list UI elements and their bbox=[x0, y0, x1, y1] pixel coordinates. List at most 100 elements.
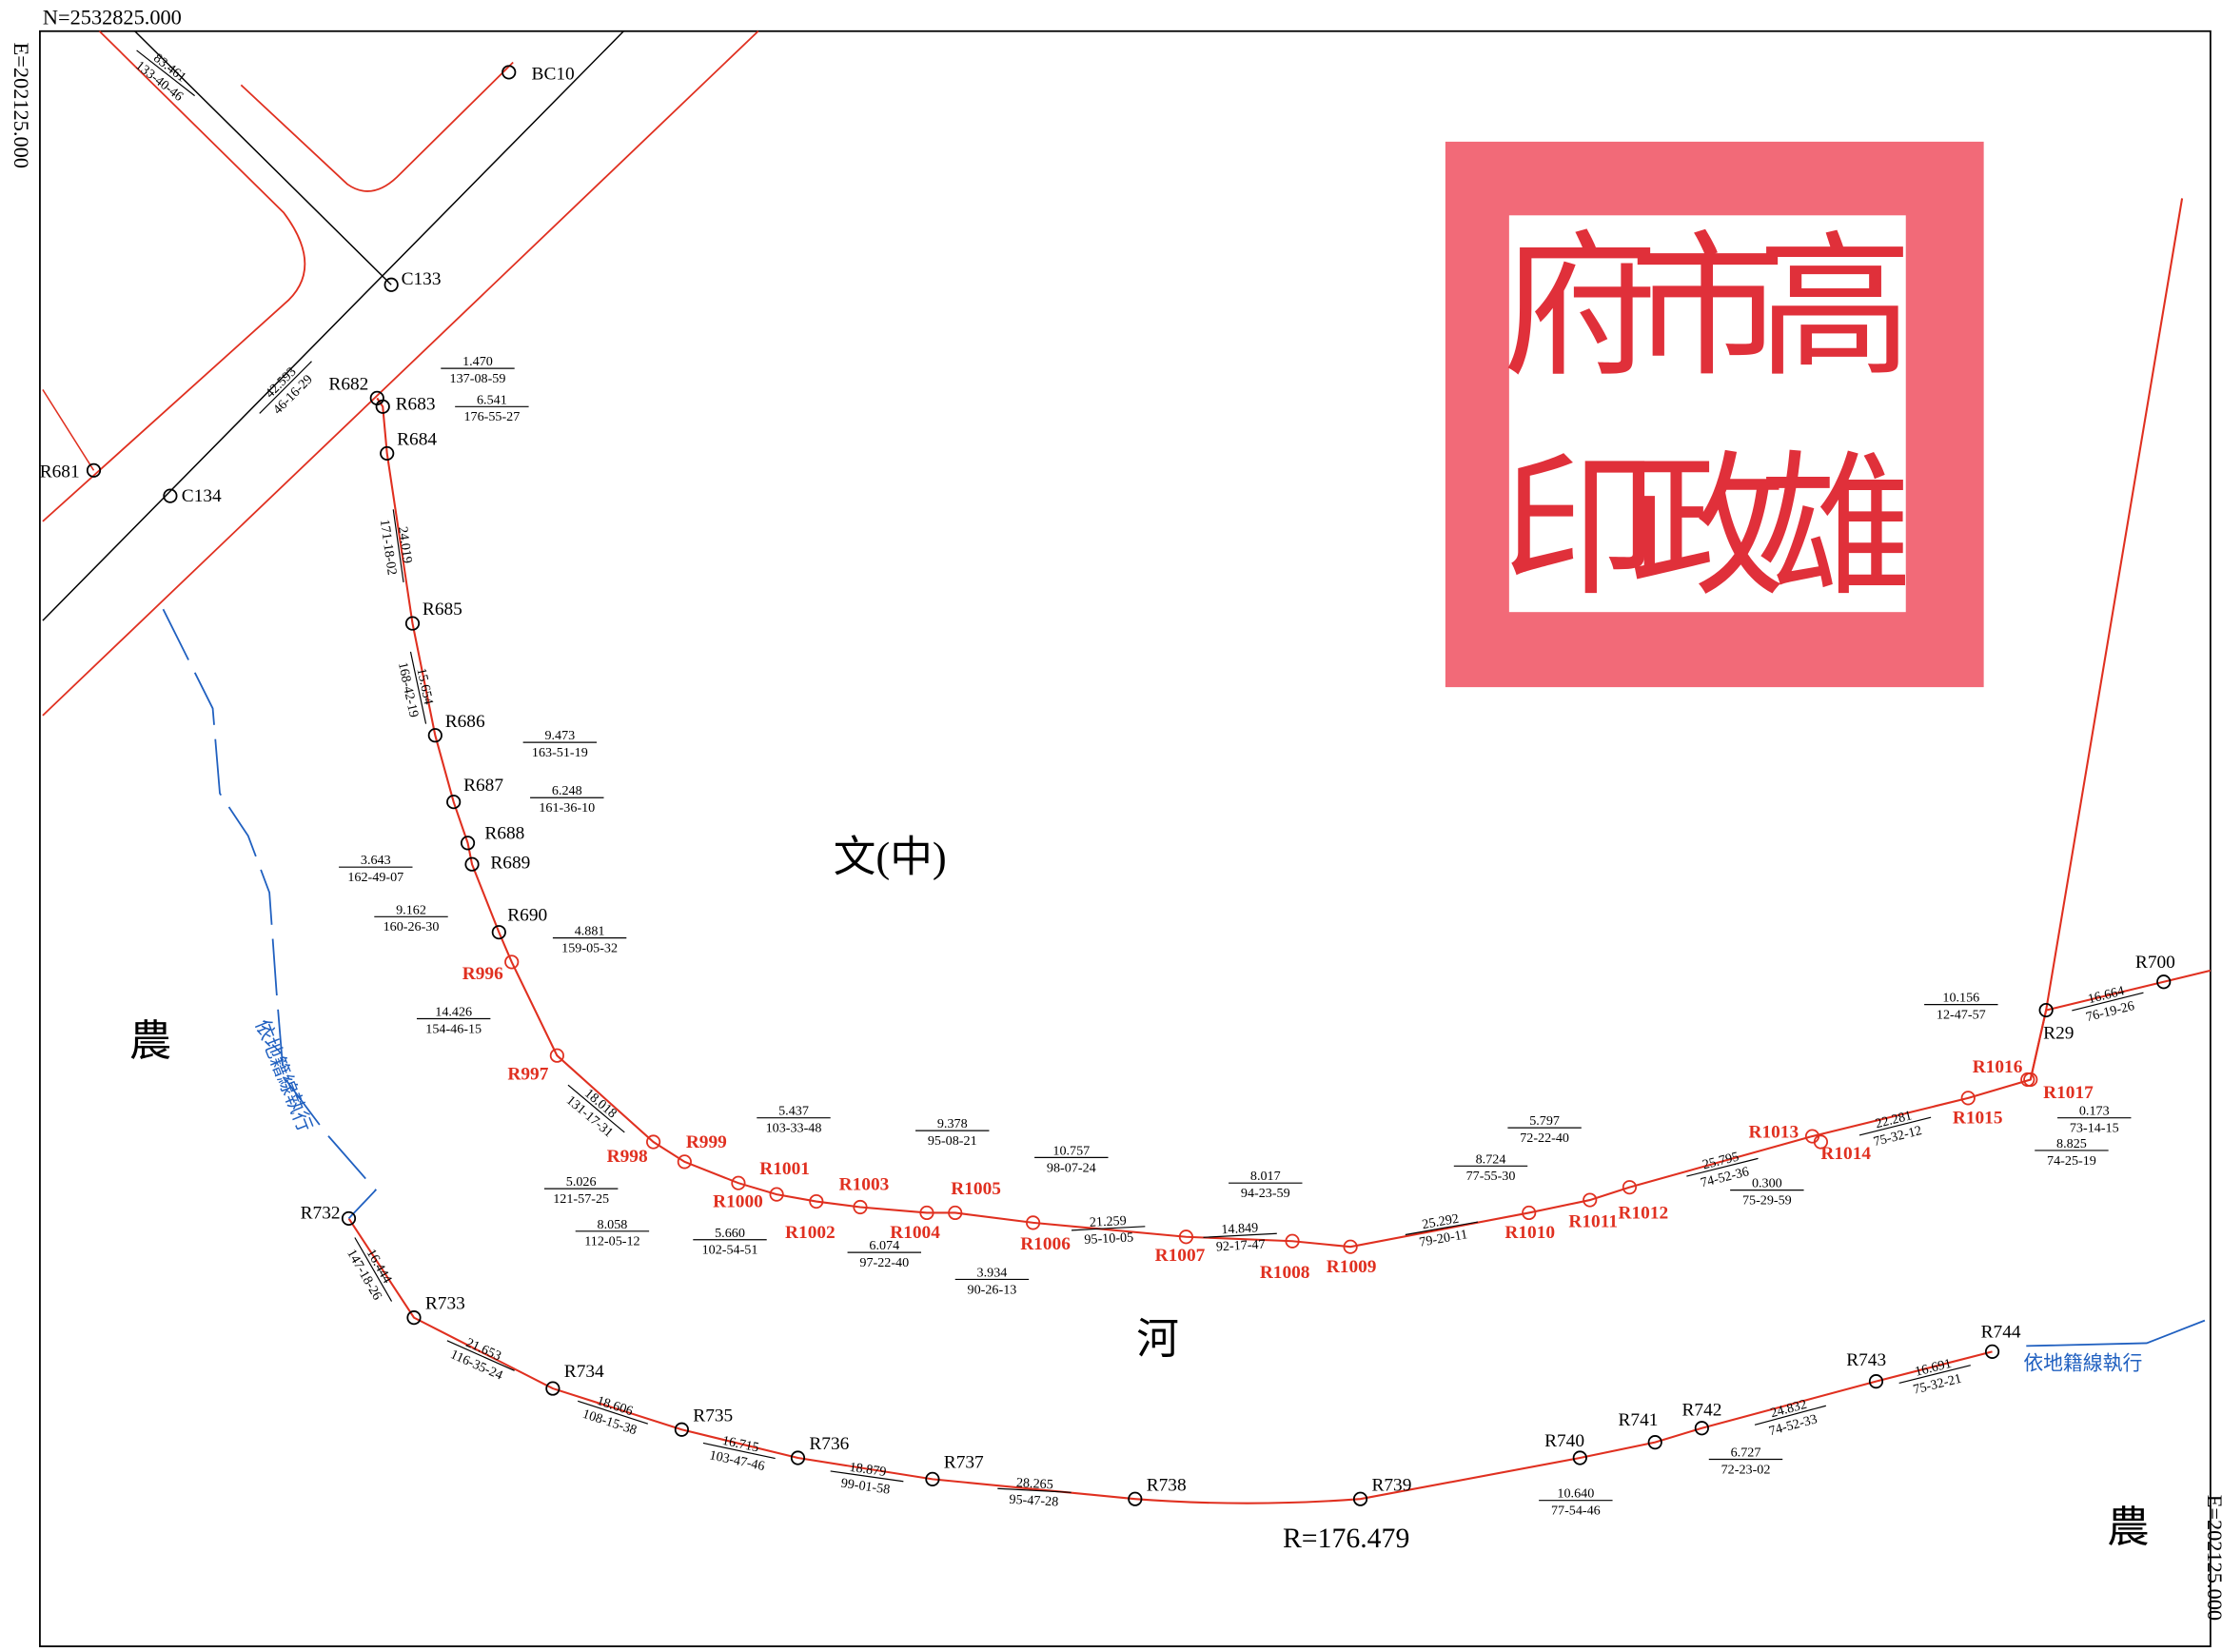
point-label: R743 bbox=[1846, 1350, 1886, 1370]
survey-point bbox=[406, 1310, 422, 1326]
segment-underline bbox=[1203, 1232, 1277, 1238]
survey-point bbox=[1128, 1491, 1143, 1506]
note: 依地籍線執行 bbox=[251, 1016, 317, 1135]
segment-distance: 9.378 bbox=[937, 1116, 968, 1131]
segment-distance: 9.473 bbox=[544, 728, 575, 743]
segment-underline bbox=[409, 651, 427, 724]
seal-character: 府 bbox=[1502, 224, 1658, 396]
segment-underline bbox=[702, 1442, 776, 1460]
segment-annotation: 6.541 176-55-27 bbox=[455, 392, 529, 424]
segment-bearing: 99-01-58 bbox=[840, 1476, 892, 1498]
segment-annotation: 4.881 159-05-32 bbox=[552, 924, 627, 956]
point-label: R1001 bbox=[759, 1159, 810, 1179]
segment-bearing: 161-36-10 bbox=[539, 800, 595, 816]
zone-label: 農 bbox=[129, 1017, 172, 1065]
segment-bearing: 160-26-30 bbox=[383, 919, 440, 934]
survey-point bbox=[2156, 974, 2172, 990]
segment-bearing: 103-33-48 bbox=[766, 1121, 822, 1136]
survey-point bbox=[504, 954, 520, 970]
point-label: R739 bbox=[1371, 1475, 1411, 1495]
segment-bearing: 112-05-12 bbox=[584, 1234, 639, 1249]
point-label: R998 bbox=[607, 1147, 648, 1167]
segment-distance: 8.058 bbox=[598, 1217, 628, 1232]
boundary-line bbox=[376, 198, 2184, 1249]
survey-point bbox=[1813, 1134, 1829, 1150]
survey-point bbox=[446, 795, 462, 810]
point-label: R689 bbox=[490, 854, 530, 874]
segment-bearing: 98-07-24 bbox=[1047, 1160, 1096, 1175]
point-label: R744 bbox=[1981, 1322, 2021, 1342]
segment-underline bbox=[1686, 1157, 1759, 1177]
zone-label: 文(中) bbox=[834, 834, 947, 881]
survey-point bbox=[1026, 1215, 1041, 1230]
segment-bearing: 72-23-02 bbox=[1721, 1462, 1771, 1477]
point-label: R687 bbox=[463, 776, 503, 796]
segment-distance: 6.727 bbox=[1731, 1446, 1761, 1461]
segment-bearing: 92-17-47 bbox=[1215, 1237, 1266, 1255]
survey-point bbox=[383, 277, 399, 292]
point-label: R1015 bbox=[1953, 1109, 2003, 1129]
point-label: R738 bbox=[1147, 1475, 1187, 1495]
zone-label: 河 bbox=[1136, 1315, 1179, 1363]
segment-annotation: 5.660 102-54-51 bbox=[693, 1226, 767, 1258]
cadastral-line bbox=[2026, 1319, 2206, 1347]
segment-annotation: 10.640 77-54-46 bbox=[1539, 1486, 1613, 1519]
segment-annotation: 8.825 74-25-19 bbox=[2035, 1136, 2109, 1169]
segment-annotation: 0.173 73-14-15 bbox=[2057, 1104, 2132, 1136]
segment-underline bbox=[2072, 992, 2144, 1012]
segment-underline bbox=[392, 509, 404, 583]
seal-character: 雄 bbox=[1757, 442, 1913, 615]
survey-point bbox=[1868, 1374, 1884, 1389]
roads bbox=[42, 30, 759, 717]
segment-underline bbox=[1405, 1221, 1479, 1236]
survey-point bbox=[1647, 1435, 1662, 1450]
point-label: R683 bbox=[396, 394, 436, 414]
point-label: R996 bbox=[462, 964, 503, 984]
survey-point bbox=[404, 616, 421, 631]
survey-point bbox=[549, 1048, 564, 1063]
point-label: R1005 bbox=[951, 1179, 1001, 1199]
survey-point bbox=[1694, 1421, 1709, 1436]
point-label: R742 bbox=[1682, 1400, 1722, 1420]
survey-point bbox=[925, 1471, 940, 1486]
point-label: R681 bbox=[40, 462, 80, 482]
segment-annotation: 0.300 75-29-59 bbox=[1730, 1176, 1804, 1209]
segment-bearing: 94-23-59 bbox=[1241, 1186, 1290, 1201]
point-label: R1003 bbox=[839, 1175, 890, 1195]
point-label: R690 bbox=[507, 906, 547, 926]
segment-bearing: 73-14-15 bbox=[2070, 1121, 2119, 1136]
survey-point bbox=[1960, 1091, 1976, 1106]
survey-point bbox=[380, 445, 395, 462]
point-label: R736 bbox=[809, 1434, 849, 1454]
segment-bearing: 90-26-13 bbox=[968, 1282, 1017, 1297]
survey-point bbox=[674, 1422, 689, 1437]
segment-bearing: 75-29-59 bbox=[1742, 1193, 1792, 1209]
survey-point bbox=[731, 1175, 746, 1190]
segment-underline bbox=[1754, 1405, 1826, 1426]
segment-distance: 14.849 bbox=[1221, 1220, 1259, 1237]
segment-annotation: 9.473 163-51-19 bbox=[522, 728, 598, 760]
segment-distance: 6.074 bbox=[869, 1238, 899, 1253]
north-coordinate: N=2532825.000 bbox=[43, 5, 182, 29]
segment-distance: 10.640 bbox=[1557, 1486, 1594, 1502]
point-label: R1004 bbox=[890, 1223, 940, 1243]
point-label: R1012 bbox=[1619, 1203, 1669, 1223]
survey-point bbox=[1522, 1205, 1537, 1221]
segment-annotation: 3.934 90-26-13 bbox=[954, 1265, 1030, 1297]
point-label: R1000 bbox=[713, 1192, 763, 1212]
point-label: R999 bbox=[686, 1132, 727, 1152]
survey-point bbox=[163, 488, 178, 503]
note: 依地籍線執行 bbox=[2023, 1352, 2142, 1375]
segment-bearing: 95-08-21 bbox=[928, 1133, 977, 1149]
segment-bearing: 163-51-19 bbox=[532, 745, 588, 760]
segment-distance: 6.541 bbox=[477, 392, 507, 407]
